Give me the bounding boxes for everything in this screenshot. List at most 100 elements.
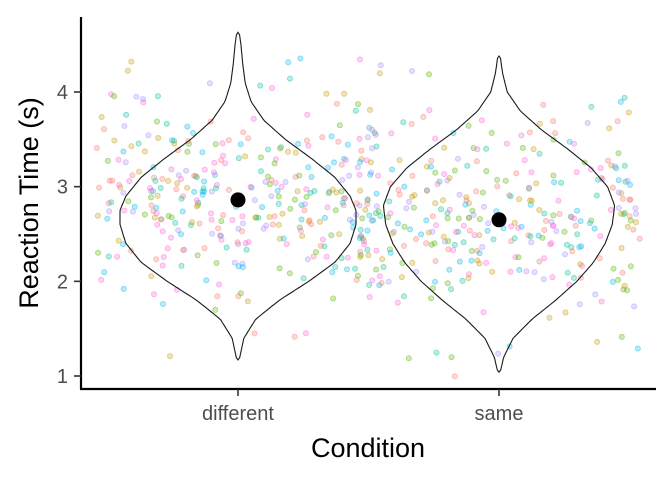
data-point <box>574 207 581 214</box>
data-point <box>169 137 176 144</box>
data-point <box>425 71 432 78</box>
data-point <box>303 193 310 200</box>
data-point <box>377 62 384 69</box>
data-point <box>394 220 401 227</box>
data-point <box>160 253 167 260</box>
data-point <box>512 254 519 261</box>
data-point <box>173 186 180 193</box>
data-point <box>379 256 386 263</box>
data-point <box>149 188 156 195</box>
data-point <box>122 159 129 166</box>
data-point <box>401 223 408 230</box>
data-point <box>631 303 638 310</box>
data-point <box>518 223 525 230</box>
data-point <box>592 291 599 298</box>
data-point <box>292 173 299 180</box>
data-point <box>530 146 537 153</box>
data-point <box>207 210 214 217</box>
data-point <box>390 228 397 235</box>
data-point <box>251 330 258 337</box>
data-point <box>303 137 310 144</box>
data-point <box>405 198 412 205</box>
data-point <box>150 207 157 214</box>
data-point <box>465 214 472 221</box>
data-point <box>94 212 101 219</box>
data-point <box>432 200 439 207</box>
data-point <box>141 148 148 155</box>
data-point <box>364 197 371 204</box>
data-point <box>239 220 246 227</box>
data-point <box>157 216 164 223</box>
data-point <box>573 169 580 176</box>
data-point <box>513 170 520 177</box>
data-point <box>171 140 178 147</box>
data-point <box>323 90 330 97</box>
data-point <box>515 254 522 261</box>
data-point <box>181 246 188 253</box>
data-point <box>121 207 128 214</box>
data-point <box>287 205 294 212</box>
data-point <box>627 181 634 188</box>
data-point <box>386 246 393 253</box>
data-point <box>111 137 118 144</box>
data-point <box>533 180 540 187</box>
data-point <box>437 206 444 213</box>
data-point <box>302 330 309 337</box>
data-point <box>541 210 548 217</box>
data-point <box>239 264 246 271</box>
data-point <box>213 181 220 188</box>
data-point <box>321 214 328 221</box>
data-point <box>395 186 402 193</box>
data-point <box>356 56 363 63</box>
data-point <box>480 309 487 316</box>
data-point <box>506 192 513 199</box>
data-point <box>555 197 562 204</box>
data-point <box>128 143 135 150</box>
data-point <box>250 115 257 122</box>
data-point <box>622 178 629 185</box>
data-point <box>400 293 407 300</box>
data-point <box>165 212 172 219</box>
data-point <box>621 282 628 289</box>
data-point <box>409 193 416 200</box>
data-point <box>508 238 515 245</box>
data-point <box>153 118 160 125</box>
data-point <box>105 200 112 207</box>
data-point <box>494 183 501 190</box>
data-point <box>120 189 127 196</box>
data-point <box>566 281 573 288</box>
data-point <box>140 99 147 106</box>
data-point <box>468 247 475 254</box>
data-point <box>483 259 490 266</box>
data-point <box>550 212 557 219</box>
data-point <box>192 173 199 180</box>
data-point <box>625 109 632 116</box>
data-point <box>188 219 195 226</box>
data-point <box>527 197 534 204</box>
data-point <box>294 188 301 195</box>
data-point <box>429 213 436 220</box>
data-point <box>420 113 427 120</box>
data-point <box>432 257 439 264</box>
data-point <box>611 163 618 170</box>
data-point <box>558 179 565 186</box>
data-point <box>199 149 206 156</box>
data-point <box>543 217 550 224</box>
data-point <box>206 80 213 87</box>
data-point <box>615 276 622 283</box>
data-point <box>441 238 448 245</box>
data-point <box>216 281 223 288</box>
data-point <box>240 129 247 136</box>
data-point <box>606 125 613 132</box>
data-point <box>319 134 326 141</box>
data-point <box>272 179 279 186</box>
data-point <box>451 373 458 380</box>
data-point <box>357 187 364 194</box>
data-point <box>632 219 639 226</box>
data-point <box>274 187 281 194</box>
data-point <box>439 197 446 204</box>
data-point <box>292 149 299 156</box>
y-axis-title: Reaction Time (s) <box>14 97 44 309</box>
data-point <box>444 280 451 287</box>
data-point <box>245 239 252 246</box>
